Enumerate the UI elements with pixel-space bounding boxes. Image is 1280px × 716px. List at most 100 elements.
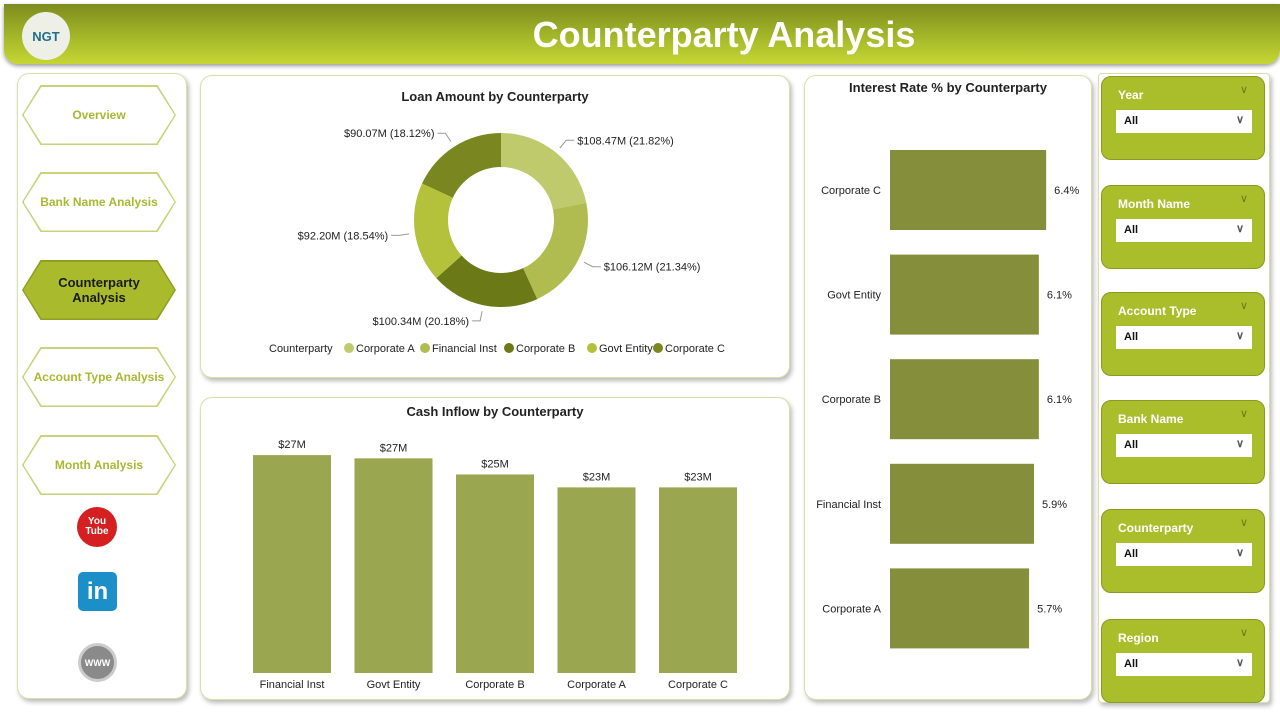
category-label: Financial Inst (260, 679, 325, 691)
leader-line (583, 261, 601, 268)
chart-title: Interest Rate % by Counterparty (849, 80, 1047, 95)
nav-label: Counterparty Analysis (23, 261, 175, 319)
collapse-chevron-icon[interactable]: ∨ (1239, 84, 1248, 96)
slicer-dropdown[interactable]: All ∨ (1116, 219, 1252, 242)
slicer-region: Region ∨ All ∨ (1101, 619, 1265, 703)
data-label: $92.20M (18.54%) (298, 230, 389, 242)
category-label: Financial Inst (816, 499, 881, 511)
legend-item: Corporate A (356, 343, 415, 355)
interest-rate-card: Interest Rate % by Counterparty 6.4% Corp… (804, 75, 1092, 700)
donut-slice (523, 202, 588, 300)
nav-month-analysis[interactable]: Month Analysis (22, 435, 176, 495)
donut-slice (414, 183, 462, 279)
category-label: Corporate B (822, 394, 881, 406)
dropdown-value: All (1124, 439, 1139, 451)
data-label: $23M (583, 471, 611, 483)
data-label: 5.9% (1042, 499, 1067, 511)
legend-item: Corporate C (665, 343, 725, 355)
slicer-dropdown[interactable]: All ∨ (1116, 434, 1252, 457)
collapse-chevron-icon[interactable]: ∨ (1239, 627, 1248, 639)
donut-slice (501, 133, 587, 210)
chevron-down-icon: ∨ (1235, 657, 1244, 669)
slicer-label: Bank Name (1118, 412, 1184, 426)
web-icon[interactable]: WWW (78, 643, 117, 682)
slicer-dropdown[interactable]: All ∨ (1116, 653, 1252, 676)
nav-counterparty-analysis[interactable]: Counterparty Analysis (22, 260, 176, 320)
bar (890, 463, 1034, 544)
youtube-label: You Tube (85, 516, 109, 537)
slicer-bank-name: Bank Name ∨ All ∨ (1101, 400, 1265, 484)
category-label: Govt Entity (827, 290, 881, 302)
legend-marker (653, 343, 663, 353)
collapse-chevron-icon[interactable]: ∨ (1239, 517, 1248, 529)
data-label: $90.07M (18.12%) (344, 128, 435, 140)
legend-item: Govt Entity (599, 343, 653, 355)
interest-rate-chart: 6.4% Corporate C 6.1% Govt Entity 6.1% Corpor… (816, 150, 1079, 649)
collapse-chevron-icon[interactable]: ∨ (1239, 193, 1248, 205)
slicer-dropdown[interactable]: All ∨ (1116, 326, 1252, 349)
category-label: Corporate A (822, 603, 881, 615)
dropdown-value: All (1124, 331, 1139, 343)
slicer-panel (1098, 73, 1270, 703)
dropdown-value: All (1124, 115, 1139, 127)
data-label: $106.12M (21.34%) (604, 262, 701, 274)
nav-overview[interactable]: Overview (22, 85, 176, 145)
slicer-label: Year (1118, 88, 1144, 102)
nav-label: Account Type Analysis (23, 348, 175, 406)
legend-marker (344, 343, 354, 353)
page-title: Counterparty Analysis (532, 14, 916, 55)
data-label: $108.47M (21.82%) (577, 135, 674, 147)
data-label: 6.1% (1047, 394, 1072, 406)
chart-title: Loan Amount by Counterparty (401, 89, 589, 104)
slicer-label: Month Name (1118, 197, 1190, 211)
data-label: 5.7% (1037, 603, 1062, 615)
chevron-down-icon: ∨ (1235, 547, 1244, 559)
nav-account-type-analysis[interactable]: Account Type Analysis (22, 347, 176, 407)
collapse-chevron-icon[interactable]: ∨ (1239, 408, 1248, 420)
bar (659, 487, 737, 673)
nav-bank-name-analysis[interactable]: Bank Name Analysis (22, 172, 176, 232)
leader-line (559, 139, 575, 149)
legend-marker (504, 343, 514, 353)
legend-item: Corporate B (516, 343, 575, 355)
header-banner: NGT Counterparty Analysis (4, 4, 1280, 64)
chevron-down-icon: ∨ (1235, 223, 1244, 235)
slicer-counterparty: Counterparty ∨ All ∨ (1101, 509, 1265, 593)
legend-item: Financial Inst (432, 343, 497, 355)
dropdown-value: All (1124, 224, 1139, 236)
data-label: $23M (684, 471, 712, 483)
category-label: Corporate C (821, 185, 881, 197)
data-label: $25M (481, 458, 509, 470)
bar (354, 458, 433, 673)
nav-label: Overview (23, 86, 175, 144)
collapse-chevron-icon[interactable]: ∨ (1239, 300, 1248, 312)
ngt-logo: NGT (22, 12, 70, 60)
bar (890, 150, 1047, 230)
bar (890, 254, 1039, 335)
legend-marker (587, 343, 597, 353)
slicer-month-name: Month Name ∨ All ∨ (1101, 185, 1265, 269)
dropdown-value: All (1124, 548, 1139, 560)
bar (557, 487, 636, 673)
slicer-account-type: Account Type ∨ All ∨ (1101, 292, 1265, 376)
chevron-down-icon: ∨ (1235, 438, 1244, 450)
linkedin-icon[interactable]: in (78, 572, 117, 611)
data-label: $100.34M (20.18%) (372, 316, 469, 328)
chevron-down-icon: ∨ (1235, 114, 1244, 126)
youtube-icon[interactable]: You Tube (77, 507, 117, 547)
bar (253, 455, 331, 673)
cash-inflow-card: Cash Inflow by Counterparty $27M Financia… (200, 397, 790, 700)
slicer-dropdown[interactable]: All ∨ (1116, 110, 1252, 133)
bar (890, 359, 1039, 440)
chart-title: Cash Inflow by Counterparty (406, 404, 584, 419)
category-label: Corporate A (567, 679, 626, 691)
slicer-label: Region (1118, 631, 1159, 645)
loan-donut-chart: $108.47M (21.82%) $106.12M (21.34%) $100.3… (269, 128, 725, 355)
donut-slice (422, 133, 501, 198)
category-label: Corporate B (465, 679, 524, 691)
slicer-dropdown[interactable]: All ∨ (1116, 543, 1252, 566)
nav-label: Bank Name Analysis (23, 173, 175, 231)
bar (456, 474, 534, 673)
slicer-label: Counterparty (1118, 521, 1194, 535)
bar (890, 568, 1030, 649)
